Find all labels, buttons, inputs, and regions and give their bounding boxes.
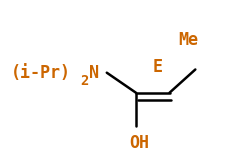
Text: N: N <box>89 64 99 82</box>
Text: E: E <box>152 58 162 76</box>
Text: (i-Pr): (i-Pr) <box>11 64 71 82</box>
Text: OH: OH <box>129 134 149 152</box>
Text: 2: 2 <box>80 74 89 88</box>
Text: Me: Me <box>179 31 199 49</box>
